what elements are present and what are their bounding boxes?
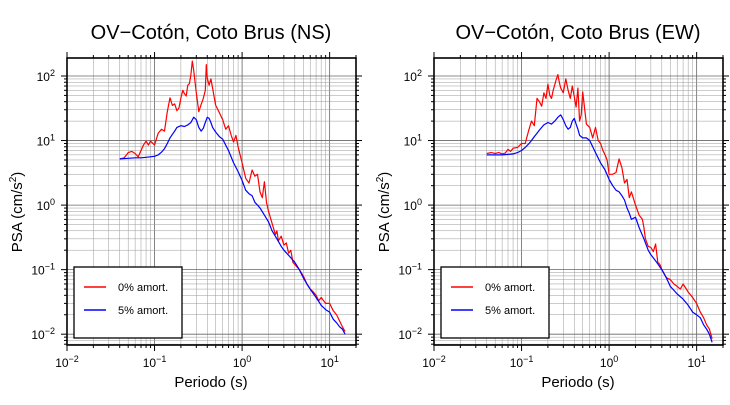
series-line-5pct xyxy=(119,116,346,335)
y-tick-label-base: 10 xyxy=(31,328,45,342)
legend: 0% amort. 5% amort. xyxy=(73,266,183,339)
plot-frame xyxy=(433,57,724,346)
y-axis-label: PSA (cm/s2) xyxy=(8,172,26,253)
y-tick-label-base: 10 xyxy=(404,135,418,149)
x-tick-label: 101 xyxy=(320,354,338,370)
y-tick-label-exp: 0 xyxy=(417,197,422,207)
y-tick-label-exp: 1 xyxy=(417,133,422,143)
y-tick-label: 100 xyxy=(404,197,422,213)
legend-label-1: 5% amort. xyxy=(118,305,168,317)
y-tick-label-exp: −1 xyxy=(45,262,55,272)
y-tick-label: 100 xyxy=(37,197,55,213)
x-tick-label-base: 10 xyxy=(422,356,436,370)
y-tick-label-exp: −2 xyxy=(412,326,422,336)
chart-title: OV−Cotón, Coto Brus (EW) xyxy=(455,22,700,44)
x-tick-label: 100 xyxy=(600,354,618,370)
x-tick-label: 10−1 xyxy=(143,354,167,370)
legend-label-0: 0% amort. xyxy=(485,282,535,294)
legend-box xyxy=(73,266,183,339)
y-tick-label: 102 xyxy=(37,68,55,84)
x-tick-label-base: 10 xyxy=(143,356,157,370)
y-tick-label-exp: −1 xyxy=(412,262,422,272)
x-tick-label: 100 xyxy=(233,354,251,370)
y-tick-label-exp: 1 xyxy=(50,133,55,143)
tick-marks xyxy=(428,52,729,351)
y-tick-label-exp: 0 xyxy=(50,197,55,207)
x-tick-label-exp: 0 xyxy=(613,354,618,364)
y-axis-label-close: ) xyxy=(376,172,393,177)
y-tick-label: 10−2 xyxy=(398,326,422,342)
y-tick-label: 102 xyxy=(404,68,422,84)
y-tick-label-exp: −2 xyxy=(45,326,55,336)
data-lines xyxy=(119,60,346,335)
legend-label-0: 0% amort. xyxy=(118,282,168,294)
y-tick-label-base: 10 xyxy=(37,199,51,213)
x-tick-label: 101 xyxy=(687,354,705,370)
legend: 0% amort. 5% amort. xyxy=(440,266,550,339)
chart-title: OV−Cotón, Coto Brus (NS) xyxy=(91,22,332,44)
x-tick-label-exp: 0 xyxy=(246,354,251,364)
y-tick-label: 10−1 xyxy=(31,262,55,278)
x-tick-label-base: 10 xyxy=(320,356,334,370)
x-tick-label-exp: 1 xyxy=(701,354,706,364)
grid xyxy=(66,58,357,345)
x-tick-label-exp: 1 xyxy=(334,354,339,364)
x-tick-label: 10−1 xyxy=(510,354,534,370)
y-axis-label-close: ) xyxy=(9,172,26,177)
x-tick-label: 10−2 xyxy=(422,354,446,370)
legend-label-1: 5% amort. xyxy=(485,305,535,317)
y-tick-label-base: 10 xyxy=(404,199,418,213)
y-tick-label: 10−2 xyxy=(31,326,55,342)
x-tick-label-exp: −1 xyxy=(523,354,533,364)
y-tick-label-base: 10 xyxy=(404,70,418,84)
x-tick-label-base: 10 xyxy=(233,356,247,370)
x-tick-label-exp: −2 xyxy=(69,354,79,364)
y-tick-label: 101 xyxy=(37,133,55,149)
legend-box xyxy=(440,266,550,339)
x-tick-label: 10−2 xyxy=(55,354,79,370)
x-tick-label-exp: −2 xyxy=(436,354,446,364)
y-axis-label-main: PSA (cm/s xyxy=(9,182,26,252)
y-tick-label: 10−1 xyxy=(398,262,422,278)
grid xyxy=(433,58,724,345)
x-axis-label: Periodo (s) xyxy=(174,374,247,391)
y-tick-label-exp: 2 xyxy=(417,68,422,78)
y-tick-label-base: 10 xyxy=(398,264,412,278)
y-axis-label-exp: 2 xyxy=(375,176,386,182)
y-tick-label-base: 10 xyxy=(37,70,51,84)
y-axis-label-main: PSA (cm/s xyxy=(376,182,393,252)
series-line-5pct xyxy=(486,114,713,343)
y-tick-label-base: 10 xyxy=(398,328,412,342)
y-axis-label-exp: 2 xyxy=(8,176,19,182)
x-tick-label-exp: −1 xyxy=(156,354,166,364)
plot-frame xyxy=(66,57,357,346)
y-tick-label: 101 xyxy=(404,133,422,149)
x-tick-label-base: 10 xyxy=(510,356,524,370)
y-axis-label: PSA (cm/s2) xyxy=(375,172,393,253)
data-lines xyxy=(486,74,713,343)
x-axis-label: Periodo (s) xyxy=(541,374,614,391)
tick-marks xyxy=(61,52,362,351)
chart-ns: OV−Cotón, Coto Brus (NS) 10−2 10−1 100 1011… xyxy=(8,22,362,391)
chart-ew: OV−Cotón, Coto Brus (EW) 10−2 10−1 100 1011… xyxy=(375,22,729,391)
x-tick-label-base: 10 xyxy=(687,356,701,370)
x-tick-label-base: 10 xyxy=(55,356,69,370)
y-tick-label-base: 10 xyxy=(37,135,51,149)
x-tick-label-base: 10 xyxy=(600,356,614,370)
y-tick-label-exp: 2 xyxy=(50,68,55,78)
y-tick-label-base: 10 xyxy=(31,264,45,278)
